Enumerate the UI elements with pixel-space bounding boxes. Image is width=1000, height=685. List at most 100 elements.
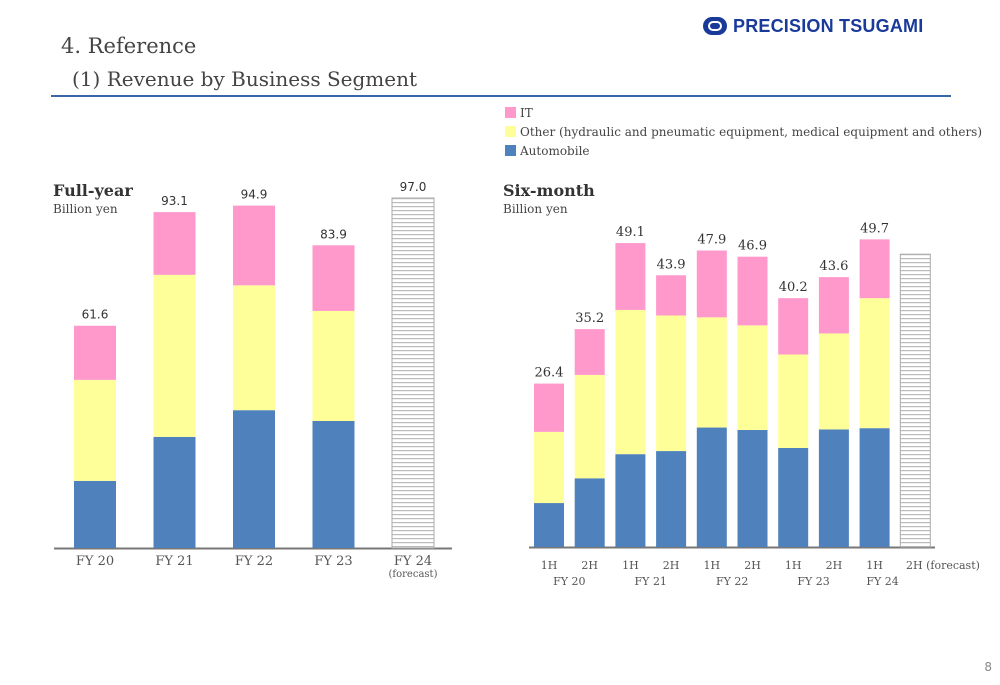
bar-total-label: 83.9 bbox=[320, 227, 347, 241]
x-tick-label: 2H bbox=[744, 559, 761, 572]
bar-segment-automobile bbox=[737, 430, 768, 547]
forecast-bar bbox=[391, 197, 435, 549]
bar-segment-automobile bbox=[153, 436, 196, 548]
six-month-chart-title: Six-month bbox=[503, 181, 595, 200]
bar-segment-other bbox=[312, 310, 355, 421]
x-group-label: FY 21 bbox=[635, 575, 667, 588]
bar-segment-other bbox=[233, 285, 275, 411]
bar-total-label: 94.9 bbox=[241, 188, 268, 202]
legend-label-it: IT bbox=[520, 105, 533, 120]
bar-total-label: 40.2 bbox=[779, 280, 808, 295]
x-tick-label: 2H bbox=[826, 559, 843, 572]
x-group-label: FY 22 bbox=[716, 575, 748, 588]
subsection-title: (1) Revenue by Business Segment bbox=[72, 67, 418, 91]
bar-total-label: 26.4 bbox=[535, 366, 564, 381]
bar-segment-it bbox=[153, 212, 196, 275]
bar-segment-automobile bbox=[233, 410, 275, 548]
bar-segment-it bbox=[615, 243, 646, 310]
bar-total-label: 61.6 bbox=[82, 308, 109, 322]
bar-segment-automobile bbox=[818, 429, 849, 547]
bar-segment-other bbox=[534, 431, 564, 504]
bar-total-label: 43.6 bbox=[819, 259, 848, 274]
bar-segment-automobile bbox=[534, 503, 564, 547]
bar-segment-it bbox=[737, 256, 768, 326]
bar-segment-it bbox=[778, 298, 809, 355]
x-tick-label: FY 22 bbox=[235, 554, 273, 569]
bar-total-label: 49.1 bbox=[616, 225, 645, 240]
six-month-chart-unit: Billion yen bbox=[503, 202, 568, 216]
bar-segment-it bbox=[74, 325, 116, 380]
full-year-chart-unit: Billion yen bbox=[53, 202, 118, 216]
x-group-label: FY 20 bbox=[553, 575, 585, 588]
x-tick-label: 2H (forecast) bbox=[906, 559, 980, 572]
bar-segment-other bbox=[656, 315, 687, 452]
x-tick-label: 2H bbox=[581, 559, 598, 572]
bar-segment-other bbox=[818, 333, 849, 430]
bar-segment-automobile bbox=[312, 420, 355, 548]
six-month-chart: 26.4 1H 35.2 2H 49.1 1H 43.9 2H 47.9 1H 46.9 2H 40.2… bbox=[529, 221, 980, 588]
logo-text: PRECISION TSUGAMI bbox=[733, 15, 924, 36]
bar-segment-other bbox=[74, 379, 116, 481]
legend-label-automobile: Automobile bbox=[520, 143, 590, 158]
x-tick-label: 1H bbox=[541, 559, 558, 572]
x-tick-label: 1H bbox=[785, 559, 802, 572]
x-group-label: FY 23 bbox=[797, 575, 829, 588]
full-year-chart: 61.6 FY 20 93.1 FY 21 94.9 FY 22 83.9 FY 23 97.0… bbox=[54, 180, 452, 580]
bar-segment-it bbox=[818, 277, 849, 334]
bar-segment-automobile bbox=[778, 447, 809, 547]
legend-swatch-other bbox=[505, 126, 516, 137]
legend-item-automobile: Automobile bbox=[505, 141, 982, 160]
bar-segment-other bbox=[778, 354, 809, 448]
bar-segment-it bbox=[233, 205, 275, 286]
x-tick-label: FY 21 bbox=[155, 554, 193, 569]
bar-segment-other bbox=[574, 374, 605, 479]
bar-segment-it bbox=[859, 239, 890, 299]
full-year-chart-title: Full-year bbox=[53, 181, 133, 200]
bar-segment-automobile bbox=[696, 427, 727, 547]
legend-label-other: Other (hydraulic and pneumatic equipment… bbox=[520, 124, 983, 139]
legend-item-other: Other (hydraulic and pneumatic equipment… bbox=[505, 122, 982, 141]
x-tick-label: FY 23 bbox=[314, 554, 352, 569]
bar-segment-automobile bbox=[859, 428, 890, 547]
legend-swatch-automobile bbox=[505, 145, 516, 156]
bar-segment-it bbox=[534, 383, 564, 432]
bar-segment-it bbox=[574, 329, 605, 375]
x-tick-label: FY 20 bbox=[76, 554, 114, 569]
bar-total-label: 43.9 bbox=[657, 257, 686, 272]
x-tick-label: 1H bbox=[622, 559, 639, 572]
section-title: 4. Reference bbox=[61, 34, 197, 58]
bar-segment-it bbox=[696, 250, 727, 318]
x-tick-label: 1H bbox=[866, 559, 883, 572]
bar-segment-other bbox=[859, 298, 890, 429]
bar-segment-other bbox=[153, 274, 196, 437]
bar-segment-other bbox=[696, 317, 727, 428]
bar-segment-automobile bbox=[656, 451, 687, 547]
bar-total-label: 93.1 bbox=[161, 194, 188, 208]
bar-total-label: 47.9 bbox=[697, 232, 726, 247]
bar-segment-other bbox=[737, 325, 768, 431]
company-logo: PRECISION TSUGAMI bbox=[703, 14, 923, 38]
bar-segment-it bbox=[656, 275, 687, 316]
logo-mark-icon bbox=[703, 17, 727, 35]
bar-segment-other bbox=[615, 309, 646, 455]
x-tick-sublabel: (forecast) bbox=[389, 569, 438, 580]
x-tick-label: 2H bbox=[663, 559, 680, 572]
bar-segment-automobile bbox=[615, 454, 646, 547]
bar-total-label: 97.0 bbox=[400, 180, 427, 194]
title-divider bbox=[51, 95, 951, 97]
page-number: 8 bbox=[984, 660, 992, 674]
bar-total-label: 35.2 bbox=[575, 311, 604, 326]
x-group-label: FY 24 bbox=[866, 575, 898, 588]
legend-item-it: IT bbox=[505, 103, 982, 122]
chart-legend: IT Other (hydraulic and pneumatic equipm… bbox=[505, 103, 982, 160]
bar-total-label: 49.7 bbox=[860, 221, 889, 236]
x-tick-label: FY 24 bbox=[394, 554, 432, 569]
bar-segment-automobile bbox=[74, 480, 116, 548]
forecast-bar bbox=[899, 253, 931, 548]
legend-swatch-it bbox=[505, 107, 516, 118]
x-tick-label: 1H bbox=[704, 559, 721, 572]
bar-total-label: 46.9 bbox=[738, 239, 767, 254]
bar-segment-automobile bbox=[574, 478, 605, 547]
bar-segment-it bbox=[312, 245, 355, 311]
